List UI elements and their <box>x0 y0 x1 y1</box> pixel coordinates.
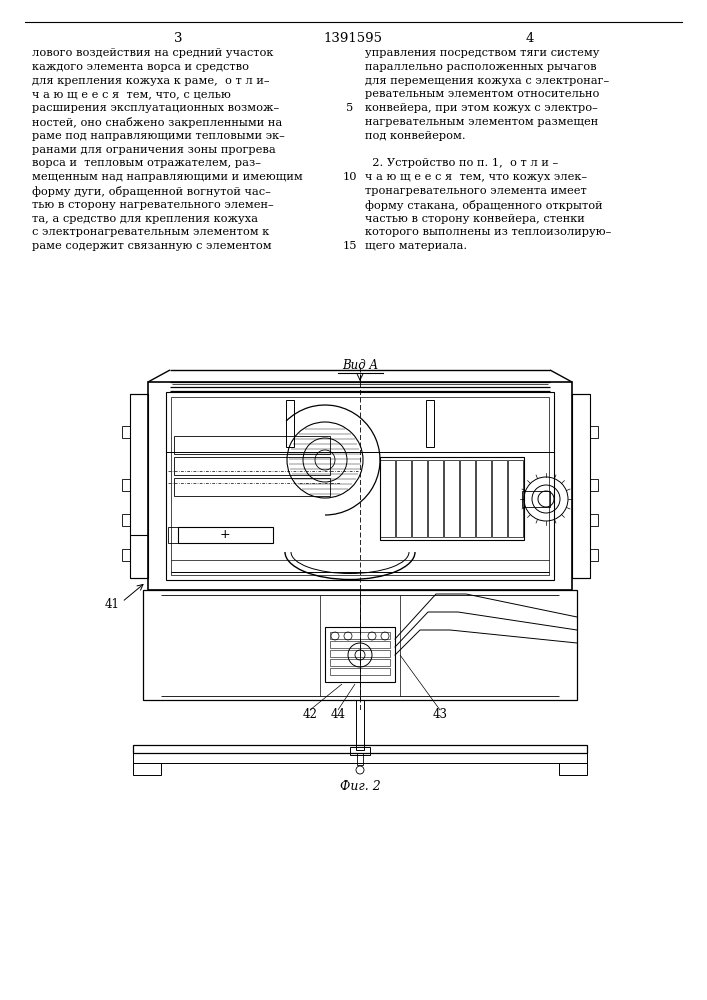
Text: расширения эксплуатационных возмож–: расширения эксплуатационных возмож– <box>32 103 279 113</box>
Text: для перемещения кожуха с электронаг–: для перемещения кожуха с электронаг– <box>365 76 609 86</box>
Bar <box>174 478 330 496</box>
Bar <box>590 479 598 491</box>
Bar <box>492 460 507 537</box>
Bar <box>590 514 598 526</box>
Text: частью в сторону конвейера, стенки: частью в сторону конвейера, стенки <box>365 214 585 224</box>
Bar <box>330 659 390 666</box>
Bar <box>590 549 598 561</box>
Text: под конвейером.: под конвейером. <box>365 131 466 141</box>
Bar <box>559 763 587 775</box>
Text: ч а ю щ е е с я  тем, что, с целью: ч а ю щ е е с я тем, что, с целью <box>32 89 231 99</box>
Bar <box>460 460 475 537</box>
Bar <box>522 491 550 507</box>
Bar <box>412 460 427 537</box>
Bar <box>130 394 148 578</box>
Bar <box>325 627 395 682</box>
Text: 1391595: 1391595 <box>324 32 382 45</box>
Text: раме содержит связанную с элементом: раме содержит связанную с элементом <box>32 241 271 251</box>
Text: 5: 5 <box>346 103 354 113</box>
Text: 41: 41 <box>105 598 119 611</box>
Text: та, а средство для крепления кожуха: та, а средство для крепления кожуха <box>32 214 258 224</box>
Bar <box>590 426 598 438</box>
Text: форму дуги, обращенной вогнутой час–: форму дуги, обращенной вогнутой час– <box>32 186 271 197</box>
Text: ворса и  тепловым отражателем, раз–: ворса и тепловым отражателем, раз– <box>32 158 261 168</box>
Text: 42: 42 <box>303 708 317 722</box>
Bar <box>166 392 554 580</box>
Bar <box>133 753 587 763</box>
Text: конвейера, при этом кожух с электро–: конвейера, при этом кожух с электро– <box>365 103 598 113</box>
Text: Вид A: Вид A <box>342 359 378 372</box>
Text: лового воздействия на средний участок: лового воздействия на средний участок <box>32 48 274 58</box>
Text: ч а ю щ е е с я  тем, что кожух элек–: ч а ю щ е е с я тем, что кожух элек– <box>365 172 587 182</box>
Text: с электронагревательным элементом к: с электронагревательным элементом к <box>32 227 269 237</box>
Text: щего материала.: щего материала. <box>365 241 467 251</box>
Bar <box>356 700 364 750</box>
Bar <box>122 549 130 561</box>
Bar <box>357 753 363 765</box>
Bar <box>330 632 390 639</box>
Bar <box>572 394 590 578</box>
Text: 2. Устройство по п. 1,  о т л и –: 2. Устройство по п. 1, о т л и – <box>365 158 559 168</box>
Text: +: + <box>220 528 230 542</box>
Text: нагревательным элементом размещен: нагревательным элементом размещен <box>365 117 598 127</box>
Text: 4: 4 <box>526 32 534 45</box>
Bar <box>444 460 459 537</box>
Text: 43: 43 <box>433 708 448 722</box>
Bar <box>476 460 491 537</box>
Bar <box>286 400 294 447</box>
Bar <box>133 763 161 775</box>
Bar <box>171 397 549 575</box>
Bar <box>122 479 130 491</box>
Text: управления посредством тяги систему: управления посредством тяги систему <box>365 48 600 58</box>
Bar <box>396 460 411 537</box>
Text: форму стакана, обращенного открытой: форму стакана, обращенного открытой <box>365 200 602 211</box>
Text: для крепления кожуха к раме,  о т л и–: для крепления кожуха к раме, о т л и– <box>32 76 269 86</box>
Text: тью в сторону нагревательного элемен–: тью в сторону нагревательного элемен– <box>32 200 274 210</box>
Bar <box>380 460 395 537</box>
Bar <box>168 527 178 543</box>
Text: 3: 3 <box>174 32 182 45</box>
Text: каждого элемента ворса и средство: каждого элемента ворса и средство <box>32 62 249 72</box>
Text: ревательным элементом относительно: ревательным элементом относительно <box>365 89 600 99</box>
Bar <box>330 650 390 657</box>
Text: 15: 15 <box>343 241 357 251</box>
Bar <box>428 460 443 537</box>
Text: Фиг. 2: Фиг. 2 <box>339 780 380 793</box>
Text: которого выполнены из теплоизолирую–: которого выполнены из теплоизолирую– <box>365 227 612 237</box>
Bar <box>380 457 524 540</box>
Bar <box>426 400 434 447</box>
Bar <box>178 527 273 543</box>
Bar <box>350 747 370 755</box>
Bar <box>133 745 587 753</box>
Text: 44: 44 <box>330 708 346 722</box>
Text: параллельно расположенных рычагов: параллельно расположенных рычагов <box>365 62 597 72</box>
Bar <box>122 514 130 526</box>
Text: 10: 10 <box>343 172 357 182</box>
Text: ностей, оно снабжено закрепленными на: ностей, оно снабжено закрепленными на <box>32 117 282 128</box>
Bar <box>174 457 330 475</box>
Text: ранами для ограничения зоны прогрева: ранами для ограничения зоны прогрева <box>32 145 276 155</box>
Bar <box>148 382 572 590</box>
Bar <box>330 641 390 648</box>
Bar <box>174 436 330 454</box>
Text: раме под направляющими тепловыми эк–: раме под направляющими тепловыми эк– <box>32 131 285 141</box>
Text: мещенным над направляющими и имеющим: мещенным над направляющими и имеющим <box>32 172 303 182</box>
Text: тронагревательного элемента имеет: тронагревательного элемента имеет <box>365 186 587 196</box>
Bar <box>508 460 523 537</box>
Bar <box>122 426 130 438</box>
Bar <box>330 668 390 675</box>
Bar <box>143 590 577 700</box>
